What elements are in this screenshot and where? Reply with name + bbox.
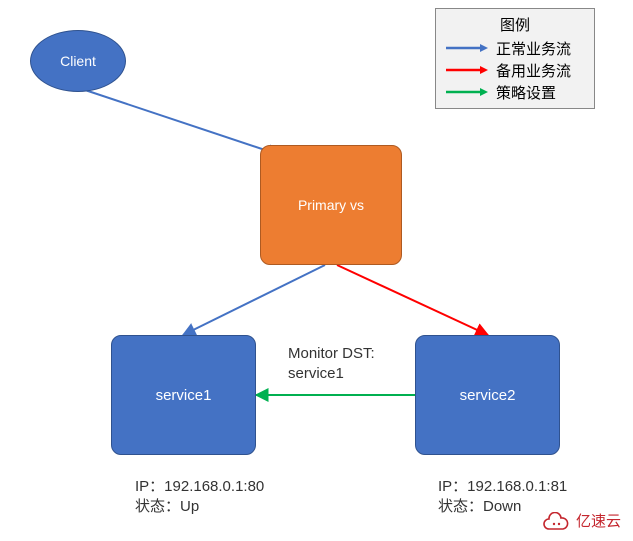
watermark-text: 亿速云: [576, 510, 621, 531]
edge-primary-service1: [183, 265, 325, 335]
annotation-monitor: Monitor DST: service1: [288, 344, 375, 385]
node-primary-label: Primary vs: [298, 197, 364, 213]
legend-title: 图例: [446, 14, 584, 35]
legend-row-policy: 策略设置: [446, 81, 584, 103]
legend-row-backup: 备用业务流: [446, 59, 584, 81]
legend-label: 正常业务流: [496, 38, 571, 59]
node-primary: Primary vs: [260, 145, 402, 265]
edge-client-primary: [85, 90, 280, 155]
legend-label: 策略设置: [496, 82, 556, 103]
annotation-service1-info: IP：192.168.0.1:80 状态：Up: [135, 477, 264, 518]
legend-arrow-icon: [446, 66, 488, 74]
edge-primary-service2: [337, 265, 488, 335]
watermark-logo: 亿速云: [542, 510, 621, 531]
diagram-canvas: Client Primary vs service1 service2 图例 正…: [0, 0, 633, 541]
cloud-icon: [542, 512, 570, 530]
node-client: Client: [30, 30, 126, 92]
legend: 图例 正常业务流 备用业务流 策略设置: [435, 8, 595, 109]
node-service1: service1: [111, 335, 256, 455]
legend-arrow-icon: [446, 44, 488, 52]
node-service2-label: service2: [460, 387, 516, 404]
legend-arrow-icon: [446, 88, 488, 96]
node-client-label: Client: [60, 53, 96, 69]
legend-label: 备用业务流: [496, 60, 571, 81]
legend-row-normal: 正常业务流: [446, 37, 584, 59]
node-service1-label: service1: [156, 387, 212, 404]
node-service2: service2: [415, 335, 560, 455]
